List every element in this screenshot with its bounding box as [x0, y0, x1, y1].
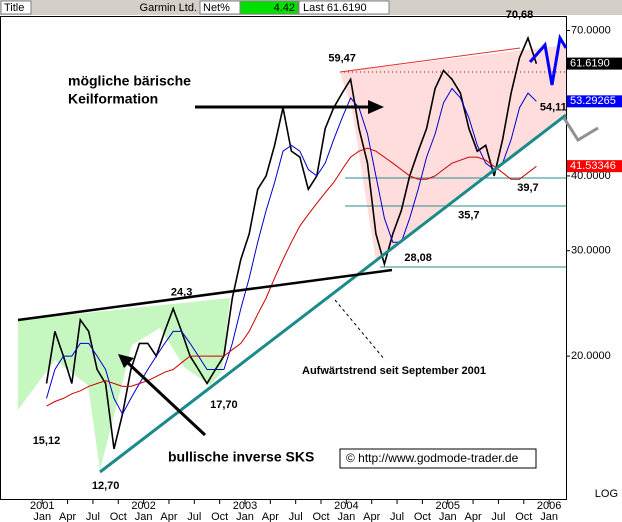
price-label: 39,7 [517, 182, 538, 194]
projection [528, 33, 568, 86]
wedge-line [339, 47, 521, 73]
series-line [46, 147, 537, 407]
header-symbol: Garmin Ltd. [140, 2, 197, 14]
series-line [46, 87, 537, 416]
x-tick-label: Jan [135, 511, 153, 522]
header-cell [239, 0, 299, 15]
x-tick-label: Jul [289, 511, 303, 522]
price-label: 24,3 [171, 286, 192, 298]
x-year-label: 2003 [233, 500, 257, 512]
header-field: Title [4, 2, 24, 14]
scale-label: LOG [595, 488, 618, 500]
x-tick-label: Apr [59, 511, 76, 522]
x-tick-label: Jan [337, 511, 355, 522]
pointer-line [334, 299, 386, 361]
projection [562, 117, 599, 143]
annotation: Keilformation [68, 91, 158, 107]
arrow-head [118, 354, 134, 368]
price-label: 59,47 [328, 53, 356, 65]
price-marker-label: 41.53346 [570, 160, 616, 172]
x-tick-label: Apr [363, 511, 380, 522]
x-year-label: 2006 [537, 500, 561, 512]
price-label: 15,12 [33, 435, 61, 447]
x-year-label: 2005 [435, 500, 459, 512]
sks-area [18, 298, 230, 470]
price-marker-label: 53.29265 [570, 95, 616, 107]
x-tick-label: Oct [312, 511, 329, 522]
x-tick-label: Jul [86, 511, 100, 522]
header-cell [0, 0, 32, 15]
copyright-box [339, 448, 537, 469]
y-tick-label: 40.0000 [571, 170, 611, 182]
price-marker [567, 160, 622, 173]
series-line [45, 35, 538, 450]
price-label: 54,11 [540, 101, 567, 113]
x-tick-label: Jan [33, 511, 51, 522]
y-tick-label: 70.0000 [571, 24, 611, 36]
x-tick-label: Apr [465, 511, 482, 522]
arrow-head [368, 100, 384, 114]
neckline [17, 268, 393, 322]
x-tick-label: Jul [491, 511, 505, 522]
arrow [126, 361, 207, 437]
x-tick-label: Jan [540, 511, 558, 522]
trend-line [99, 113, 567, 474]
x-tick-label: Oct [515, 511, 532, 522]
x-tick-label: Apr [160, 511, 177, 522]
price-marker [567, 95, 622, 108]
x-tick-label: Oct [414, 511, 431, 522]
series-layer [45, 35, 538, 450]
price-marker-label: 61.6190 [570, 58, 610, 70]
header-net: 4.42 [274, 2, 295, 14]
annotation: bullische inverse SKS [168, 449, 314, 465]
price-label: 12,70 [92, 480, 120, 492]
x-tick-label: Oct [211, 511, 228, 522]
header-net-label: Net% [203, 2, 230, 14]
x-year-label: 2002 [131, 500, 155, 512]
annotation: Aufwärtstrend seit September 2001 [302, 365, 486, 377]
price-label: 17,70 [210, 399, 238, 411]
copyright: © http://www.godmode-trader.de [346, 451, 519, 465]
x-tick-label: Jan [236, 511, 254, 522]
y-tick-label: 20.0000 [571, 350, 611, 362]
price-marker [567, 57, 622, 70]
x-tick-label: Apr [262, 511, 279, 522]
y-tick-label: 30.0000 [571, 245, 611, 257]
x-year-label: 2004 [334, 500, 358, 512]
header-cell [298, 0, 390, 15]
x-tick-label: Oct [110, 511, 127, 522]
plot-frame [0, 16, 567, 500]
x-tick-label: Jul [187, 511, 201, 522]
price-label: 28,08 [404, 252, 432, 264]
price-label: 35,7 [458, 209, 479, 221]
header-last: Last 61.6190 [303, 2, 367, 14]
price-label: 70,68 [506, 9, 534, 21]
x-tick-label: Jul [390, 511, 404, 522]
x-tick-label: Jan [439, 511, 457, 522]
annotation: mögliche bärische [68, 73, 191, 89]
x-year-label: 2001 [30, 500, 54, 512]
